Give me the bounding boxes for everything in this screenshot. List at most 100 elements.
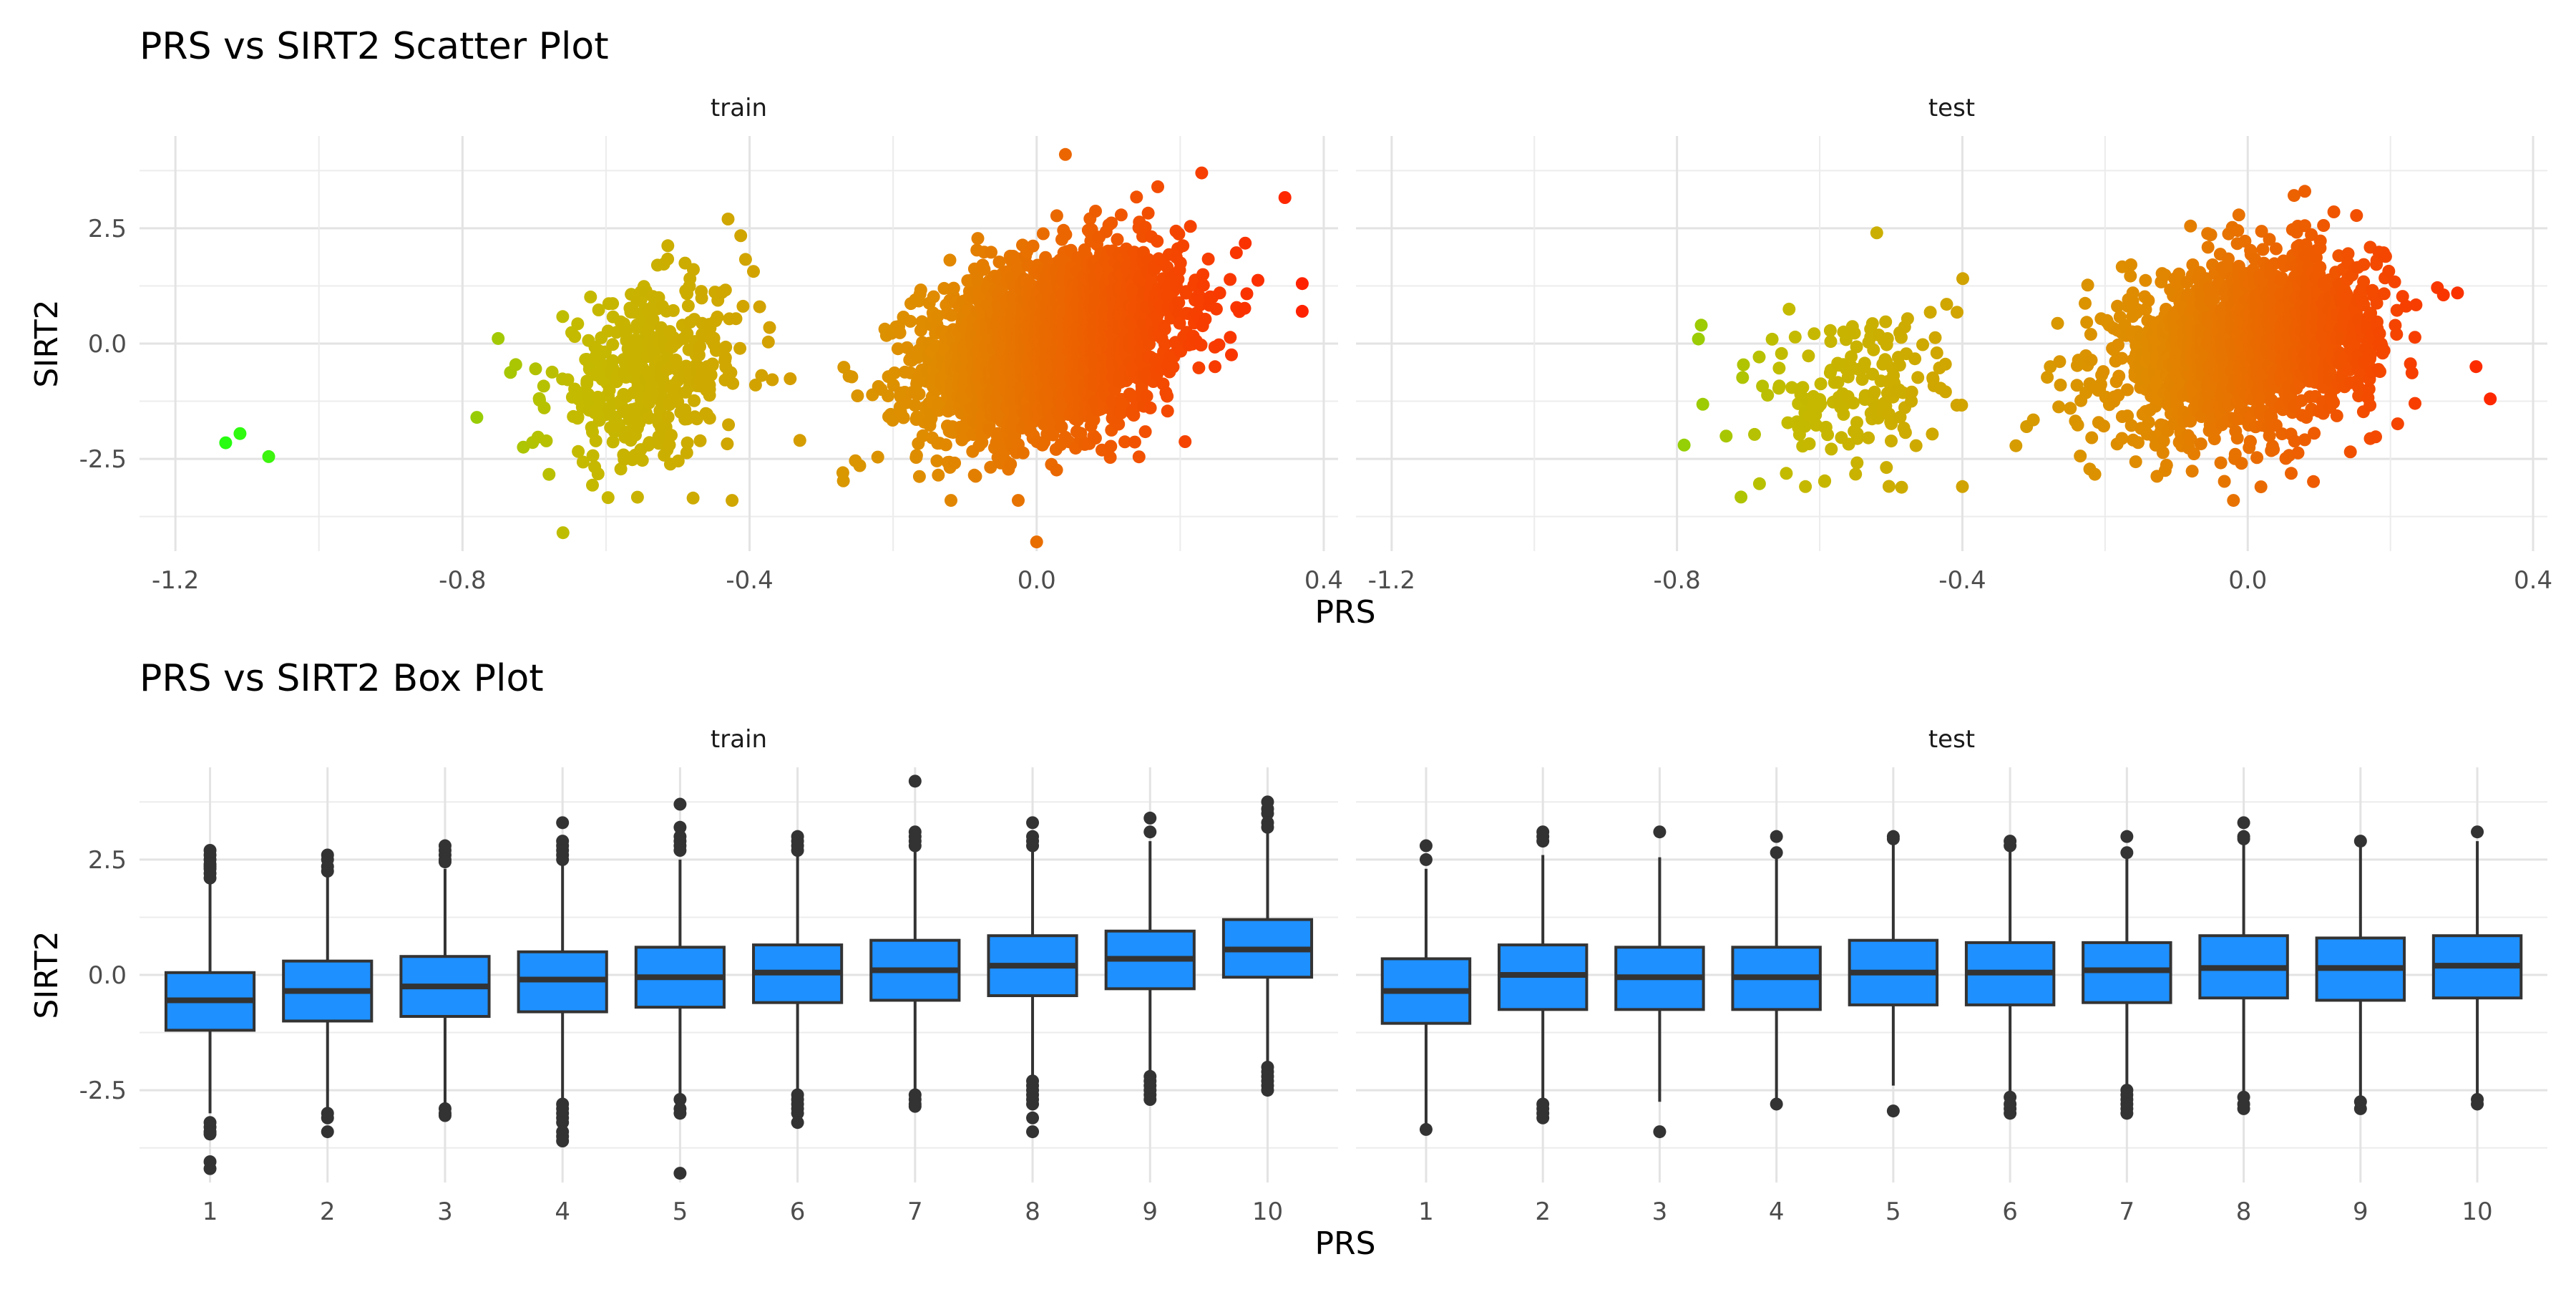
scatter-point: [667, 304, 680, 317]
x-tick-label: -0.4: [1938, 566, 1986, 595]
scatter-point: [2344, 445, 2357, 458]
scatter-point: [636, 454, 649, 467]
scatter-point: [1017, 447, 1030, 460]
scatter-point: [2331, 409, 2343, 422]
scatter-point: [927, 291, 940, 303]
scatter-point: [1030, 535, 1043, 548]
scatter-point: [2074, 450, 2087, 462]
scatter-point: [1027, 240, 1040, 253]
scatter-point: [1004, 458, 1017, 471]
scatter-point: [2115, 352, 2128, 365]
scatter-point: [722, 418, 735, 431]
scatter-point: [592, 467, 605, 480]
scatter-point: [897, 412, 910, 424]
scatter-point: [1692, 333, 1705, 346]
scatter-point: [537, 379, 550, 392]
scatter-point: [1161, 390, 1174, 403]
scatter-point: [1850, 457, 1863, 470]
scatter-point: [1695, 319, 1708, 331]
scatter-point: [2285, 467, 2298, 480]
scatter-point: [2307, 475, 2320, 488]
scatter-point: [719, 341, 732, 354]
scatter-point: [557, 526, 570, 539]
scatter-point: [1870, 226, 1883, 239]
scatter-point: [509, 358, 522, 371]
scatter-point: [1931, 346, 1943, 359]
scatter-point: [711, 311, 724, 324]
scatter-point: [1955, 399, 1968, 412]
scatter-point: [2079, 297, 2092, 310]
scatter-point: [2097, 365, 2109, 378]
scatter-point: [1868, 386, 1881, 399]
scatter-point: [1858, 356, 1871, 369]
scatter-point: [736, 300, 749, 313]
scatter-point: [1142, 207, 1155, 220]
scatter-point: [1929, 331, 1942, 344]
scatter-point: [1697, 398, 1709, 411]
scatter-point: [571, 317, 584, 330]
scatter-point: [2052, 400, 2065, 413]
scatter-point: [1772, 361, 1785, 374]
scatter-point: [872, 451, 884, 464]
scatter-point: [1089, 205, 1102, 218]
scatter-point: [1050, 209, 1063, 222]
scatter-point: [913, 387, 926, 400]
scatter-point: [1735, 490, 1747, 503]
scatter-point: [1862, 432, 1875, 445]
scatter-point: [1911, 371, 1924, 384]
scatter-point: [794, 434, 806, 447]
scatter-point: [631, 491, 644, 504]
scatter-point: [1212, 339, 1225, 351]
x-tick-label: -1.2: [1368, 566, 1415, 595]
scatter-point: [721, 437, 733, 450]
scatter-point: [2080, 316, 2093, 329]
scatter-point: [2072, 419, 2084, 432]
scatter-point: [2250, 451, 2263, 464]
scatter-point: [1089, 432, 1102, 445]
scatter-point: [851, 389, 864, 402]
scatter-point: [2142, 294, 2155, 307]
scatter-point: [590, 434, 602, 447]
scatter-point: [1214, 286, 1226, 299]
scatter-point: [2053, 355, 2066, 368]
scatter-point: [2317, 219, 2330, 232]
x-tick-label: 0.0: [1018, 566, 1056, 595]
scatter-point: [2129, 455, 2142, 468]
scatter-point: [2064, 402, 2077, 414]
scatter-point: [1151, 235, 1163, 248]
scatter-point: [1224, 273, 1236, 286]
scatter-point: [492, 332, 504, 345]
scatter-point: [1896, 481, 1908, 494]
scatter-point: [1906, 386, 1918, 399]
scatter-point: [2157, 446, 2170, 459]
scatter-point: [1849, 467, 1862, 480]
scatter-point: [694, 434, 707, 447]
scatter-point: [2227, 494, 2240, 507]
scatter-point: [682, 299, 695, 312]
scatter-point: [2244, 435, 2257, 448]
scatter-point: [762, 336, 775, 349]
scatter-point: [687, 263, 700, 276]
scatter-point: [2127, 286, 2140, 299]
scatter-point: [1192, 361, 1205, 374]
chart-title: PRS vs SIRT2 Scatter Plot: [140, 25, 609, 68]
scatter-point: [2233, 208, 2245, 221]
scatter-point: [1074, 427, 1087, 439]
scatter-point: [1850, 416, 1863, 429]
scatter-point: [1851, 432, 1864, 445]
scatter-point: [681, 437, 694, 450]
scatter-point: [1789, 331, 1802, 344]
x-tick-label: 0.4: [2514, 566, 2552, 595]
scatter-point: [913, 470, 926, 483]
scatter-point: [2082, 278, 2094, 291]
scatter-point: [1184, 220, 1197, 233]
scatter-point: [1880, 461, 1893, 474]
x-tick-label: 0.0: [2228, 566, 2267, 595]
scatter-point: [1279, 191, 1292, 204]
scatter-point: [2097, 419, 2110, 432]
scatter-point: [1818, 475, 1831, 487]
scatter-point: [1012, 494, 1025, 507]
scatter-point: [2124, 258, 2137, 271]
scatter-point: [606, 338, 619, 351]
scatter-point: [1825, 335, 1838, 348]
